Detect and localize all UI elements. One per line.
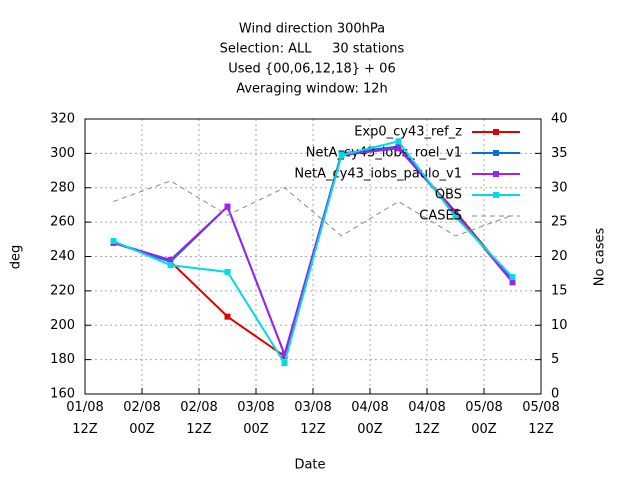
y2-tick-label: 30 <box>551 180 568 195</box>
series-line <box>113 140 514 366</box>
y-tick-label: 160 <box>50 387 75 402</box>
x-tick-label: 04/08 12Z <box>408 400 446 437</box>
legend-label: NetA_cy43_iobs_roel_v1 <box>306 146 462 161</box>
x-tick-label: 05/08 12Z <box>522 400 560 437</box>
point <box>452 213 459 220</box>
point <box>509 274 516 281</box>
y2-tick-label: 35 <box>551 146 568 161</box>
legend-label: Exp0_cy43_ref_z <box>354 125 462 140</box>
y2-tick-label: 0 <box>551 387 559 402</box>
point <box>281 360 288 367</box>
point <box>167 262 174 269</box>
y-tick-label: 260 <box>50 215 75 230</box>
title-line: Wind direction 300hPa <box>239 22 385 37</box>
title-line: Used {00,06,12,18} + 06 <box>228 62 395 77</box>
y-tick-label: 240 <box>50 249 75 264</box>
y-axis-label: deg <box>9 245 24 270</box>
x-tick-label: 03/08 12Z <box>294 400 332 437</box>
x-tick-label: 03/08 00Z <box>237 400 275 437</box>
point <box>167 256 174 263</box>
x-axis-label: Date <box>294 458 325 473</box>
x-tick-label: 02/08 12Z <box>180 400 218 437</box>
legend-marker <box>493 129 499 135</box>
x-tick-label: 02/08 00Z <box>123 400 161 437</box>
point <box>452 210 459 217</box>
x-tick-label: 01/08 12Z <box>66 400 104 437</box>
x-tick-label: 04/08 00Z <box>351 400 389 437</box>
title-line: Selection: ALL 30 stations <box>220 42 405 57</box>
point <box>281 351 288 358</box>
x-tick-label: 05/08 00Z <box>465 400 503 437</box>
point <box>395 145 402 152</box>
series-line <box>113 147 514 358</box>
point <box>224 203 231 210</box>
legend-label: OBS <box>435 188 462 203</box>
point <box>110 238 117 245</box>
y-tick-label: 180 <box>50 352 75 367</box>
legend-marker <box>493 192 499 198</box>
y2-tick-label: 5 <box>551 352 559 367</box>
y-tick-label: 280 <box>50 180 75 195</box>
y-tick-label: 300 <box>50 146 75 161</box>
y-tick-label: 200 <box>50 318 75 333</box>
plot-border <box>84 118 542 395</box>
y-tick-label: 220 <box>50 283 75 298</box>
y2-tick-label: 15 <box>551 283 568 298</box>
point <box>224 268 231 275</box>
point <box>509 279 516 286</box>
y-tick-label: 320 <box>50 112 75 127</box>
y2-tick-label: 20 <box>551 249 568 264</box>
legend-marker <box>493 150 499 156</box>
legend-marker <box>493 171 499 177</box>
legend-label: CASES <box>419 209 462 224</box>
point <box>224 313 231 320</box>
y2-tick-label: 25 <box>551 215 568 230</box>
y2-tick-label: 10 <box>551 318 568 333</box>
y2-tick-label: 40 <box>551 112 568 127</box>
series-line <box>113 180 513 237</box>
point <box>395 138 402 145</box>
point <box>338 152 345 159</box>
title-line: Averaging window: 12h <box>236 82 388 97</box>
y2-axis-label: No cases <box>593 228 608 287</box>
legend-label: NetA_cy43_iobs_paulo_v1 <box>294 167 462 182</box>
